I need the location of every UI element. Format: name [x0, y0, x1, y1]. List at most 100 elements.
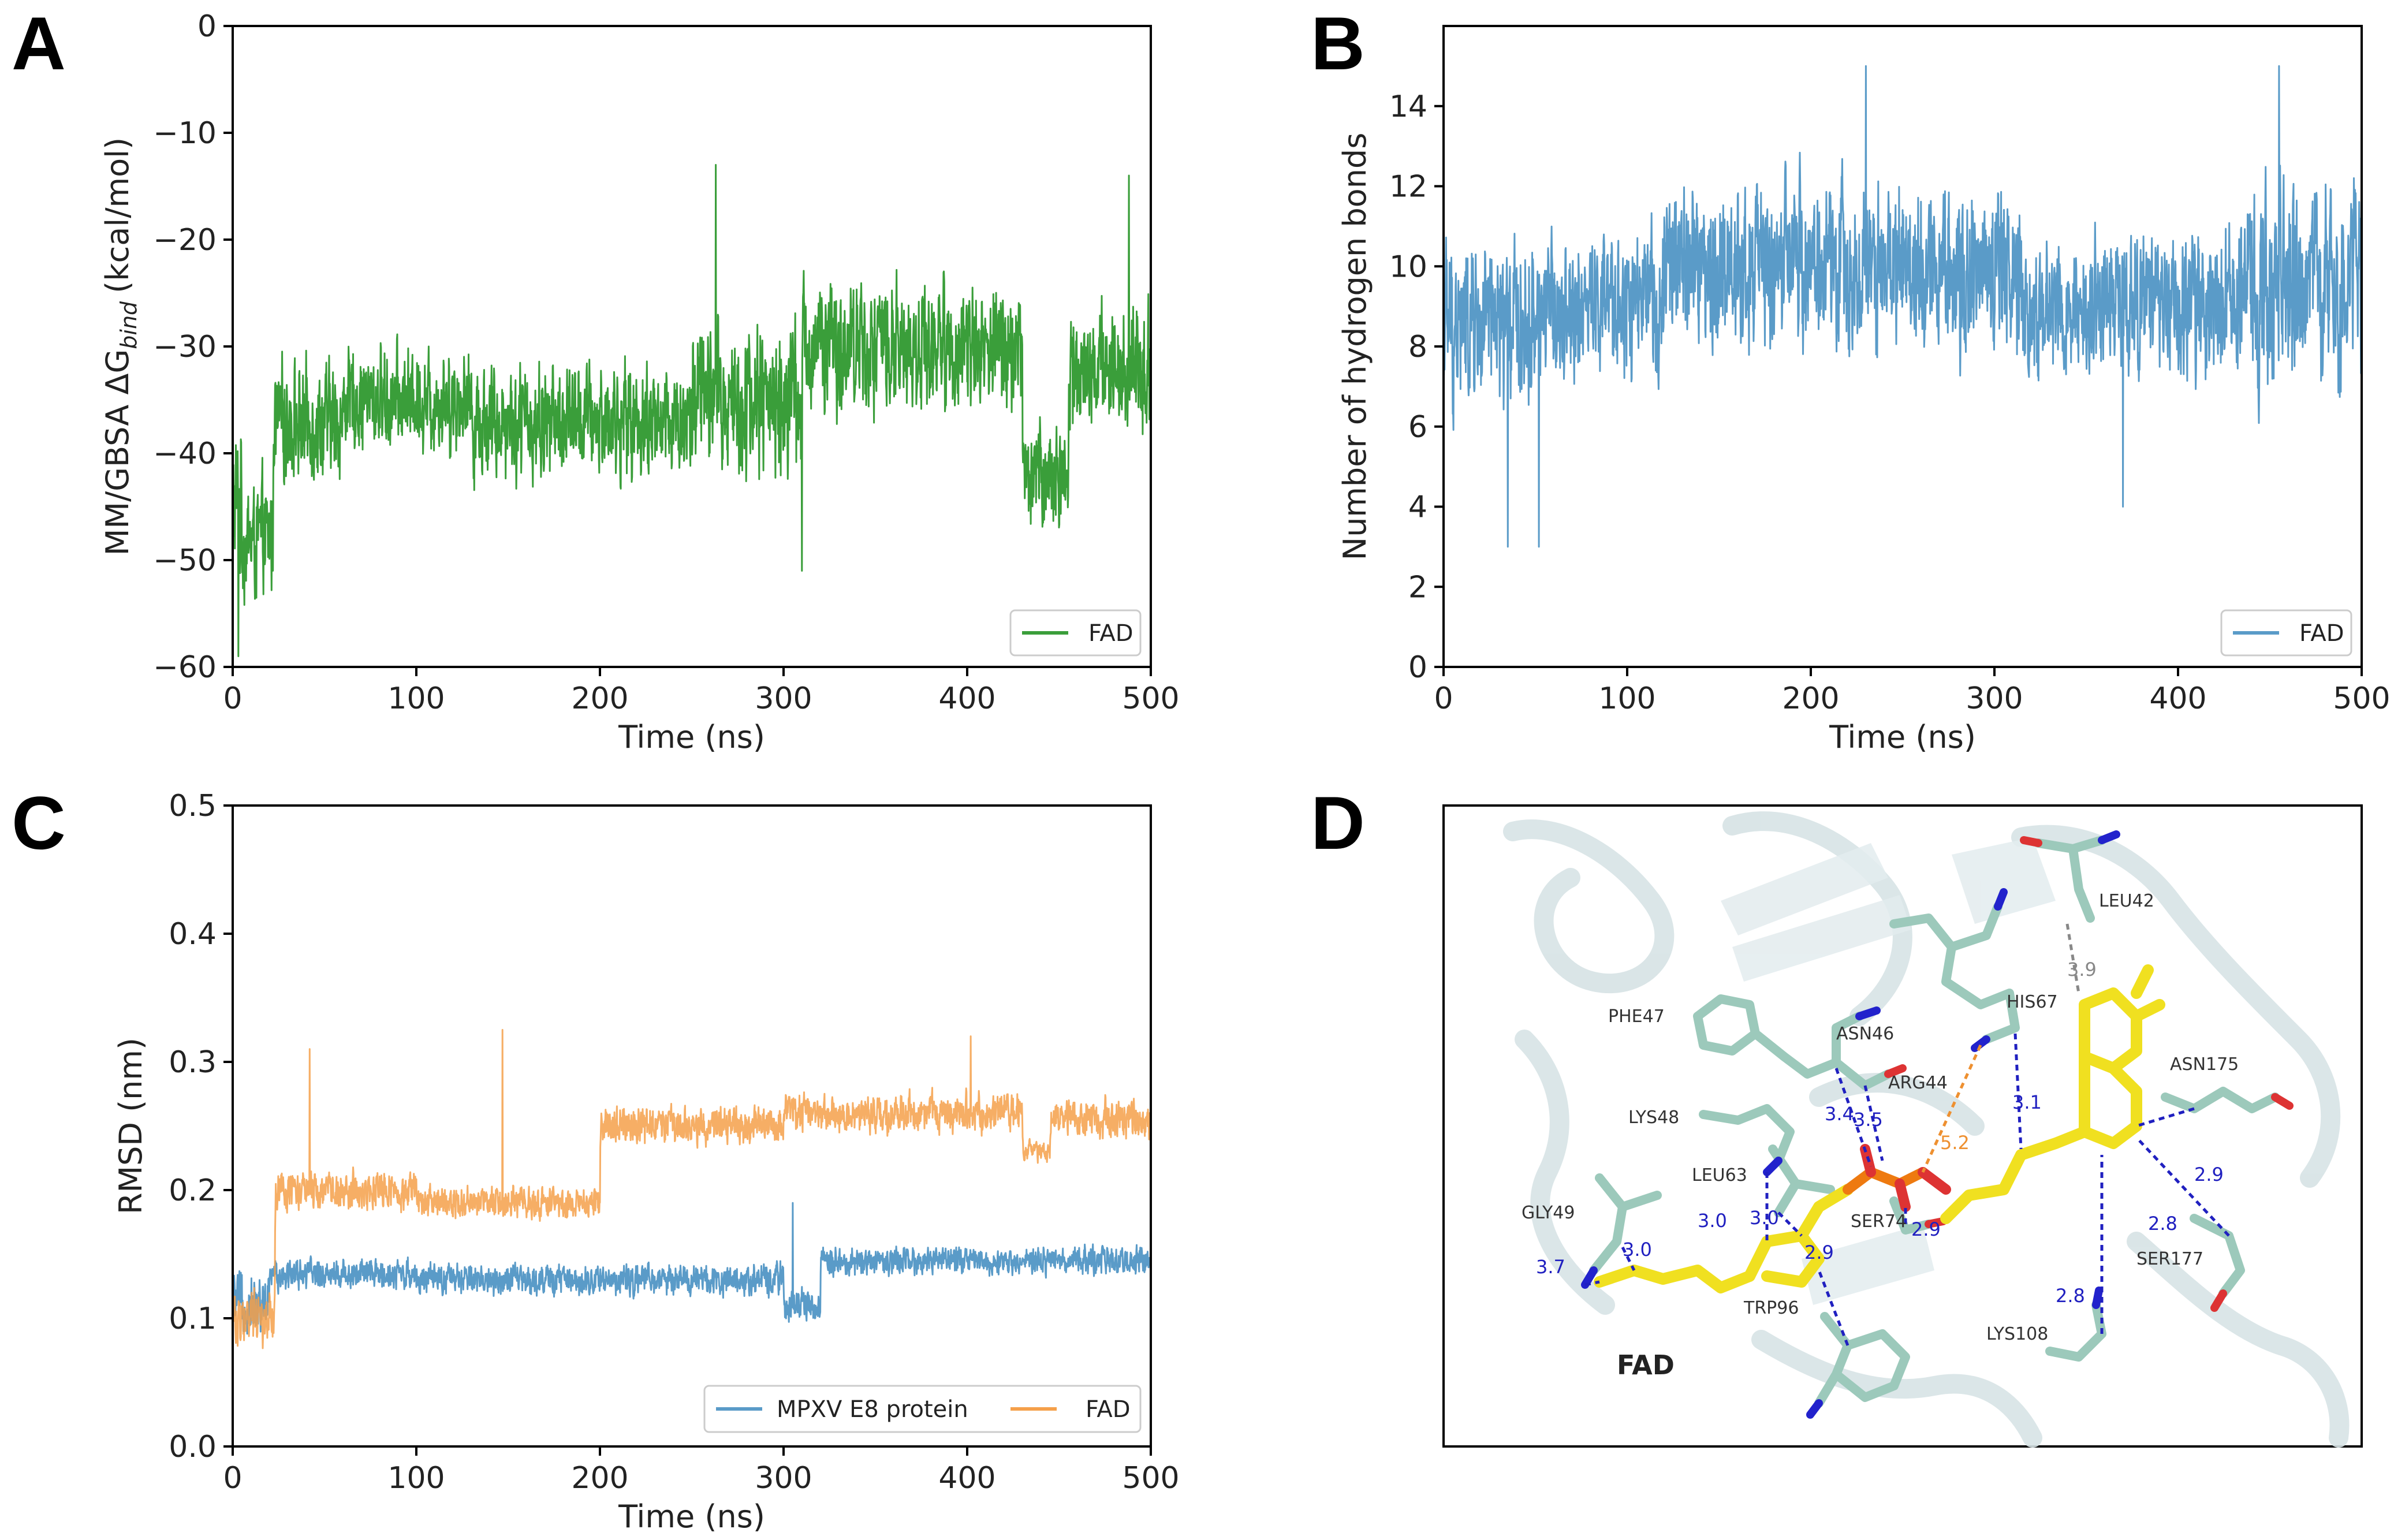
panel-d-structure: LEU42 PHE47 ASN46 HIS67 ARG44 ASN175 LYS… [1442, 804, 2363, 1448]
series-line-fad [232, 1029, 1152, 1349]
x-tick-label: 500 [2333, 681, 2390, 716]
y-tick-label: 0.1 [169, 1302, 217, 1336]
y-tick-label: 0.0 [169, 1430, 217, 1464]
distance-label-11: 2.8 [2148, 1213, 2177, 1235]
distance-label-13: 3.0 [1623, 1239, 1652, 1261]
chart-a-ylabel: MM/GBSA ΔGbind (kcal/mol) [99, 137, 141, 555]
residue-label-arg44: ARG44 [1888, 1073, 1948, 1093]
residue-label-lys108: LYS108 [1986, 1324, 2048, 1344]
chart-a: 0 100 200 300 400 500 0 −10 −20 −30 −40 −50 −60 Time… [99, 9, 1180, 755]
distance-label-4: 5.2 [1940, 1132, 1970, 1154]
x-tick-label: 300 [755, 681, 812, 716]
chart-a-legend-box [1009, 609, 1142, 657]
chart-b-legend: FAD [2220, 609, 2352, 657]
chart-c-xlabel: Time (ns) [618, 1498, 765, 1535]
fad-ligand [1594, 964, 2165, 1293]
residue-label-his67: HIS67 [2007, 992, 2058, 1012]
distance-label-10: 2.9 [1911, 1218, 1941, 1240]
heteroatoms [1581, 830, 2294, 1419]
residue-label-gly49: GLY49 [1522, 1203, 1575, 1223]
y-tick-label: 0 [1408, 650, 1427, 685]
chart-a-legend: FAD [1009, 609, 1142, 657]
distance-label-5: 3.1 [2012, 1091, 2042, 1113]
y-tick-label: 0.4 [169, 917, 217, 952]
residue-label-phe47: PHE47 [1608, 1006, 1665, 1027]
chart-c-legend: MPXV E8 protein FAD [703, 1385, 1142, 1433]
chart-b-legend-label: FAD [2299, 620, 2344, 647]
chart-c-legend-box [703, 1385, 1142, 1433]
y-tick-label: 0 [197, 9, 217, 44]
residue-label-trp96: TRP96 [1743, 1298, 1799, 1318]
hbonds [1584, 923, 2230, 1346]
chart-a-xlabel: Time (ns) [618, 719, 765, 755]
x-tick-label: 300 [755, 1461, 812, 1496]
chart-b-series-layer [1442, 65, 2363, 548]
residue-label-leu63: LEU63 [1692, 1165, 1747, 1185]
x-tick-label: 400 [938, 1461, 995, 1496]
distance-label-8: 3.0 [1750, 1207, 1779, 1229]
x-tick-label: 0 [223, 1461, 242, 1496]
x-tick-label: 400 [2149, 681, 2206, 716]
chart-a-ylabel-sub: bind [116, 301, 141, 349]
x-tick-label: 400 [938, 681, 995, 716]
chart-c-frame [232, 804, 1152, 1448]
distance-label-3: 3.5 [1854, 1109, 1883, 1131]
x-tick-label: 500 [1122, 1461, 1179, 1496]
protein-cartoon [1503, 811, 2350, 1448]
chart-b-ylabel: Number of hydrogen bonds [1337, 133, 1373, 561]
chart-a-ylabel-main: MM/GBSA ΔG [99, 349, 136, 556]
panel-letter-d: D [1311, 781, 1365, 865]
chart-c-series-layer [232, 1029, 1152, 1349]
y-tick-label: 12 [1389, 170, 1427, 204]
x-tick-label: 100 [1598, 681, 1655, 716]
chart-c-ylabel: RMSD (nm) [113, 1038, 149, 1214]
ligand-label: FAD [1617, 1349, 1675, 1381]
distance-label-6: 2.9 [2194, 1164, 2224, 1185]
chart-c-legend-label-protein: MPXV E8 protein [777, 1396, 968, 1423]
residue-label-lys48: LYS48 [1628, 1108, 1679, 1128]
panel-letter-a: A [12, 1, 66, 85]
residue-sticks [1589, 836, 2280, 1408]
y-tick-label: 8 [1408, 330, 1427, 364]
residue-label-leu42: LEU42 [2099, 891, 2154, 911]
x-tick-label: 300 [1966, 681, 2023, 716]
x-tick-label: 200 [571, 681, 628, 716]
series-line-fad [232, 164, 1152, 657]
residue-label-ser177: SER177 [2136, 1249, 2203, 1269]
x-tick-label: 500 [1122, 681, 1179, 716]
chart-a-series-layer [232, 164, 1152, 657]
y-tick-label: 0.3 [169, 1045, 217, 1080]
y-tick-label: 0.5 [169, 789, 217, 823]
y-tick-label: −50 [153, 543, 217, 578]
chart-c-ticks: 0 100 200 300 400 500 0.0 0.1 0.2 0.3 0.4 0.5 [169, 789, 1179, 1496]
chart-a-ylabel-unit: (kcal/mol) [99, 137, 136, 293]
residue-label-asn175: ASN175 [2170, 1054, 2239, 1075]
series-line-fad [1442, 65, 2363, 548]
x-tick-label: 200 [1782, 681, 1839, 716]
y-tick-label: −60 [153, 650, 217, 685]
y-tick-label: −20 [153, 223, 217, 258]
residue-label-ser74: SER74 [1851, 1211, 1907, 1232]
y-tick-label: 10 [1389, 249, 1427, 284]
distance-label-12: 3.7 [1536, 1256, 1565, 1278]
y-tick-label: 4 [1408, 490, 1427, 525]
x-tick-label: 100 [387, 681, 445, 716]
distance-label-7: 3.0 [1698, 1210, 1727, 1232]
chart-a-legend-label: FAD [1088, 620, 1133, 647]
chart-a-ticks: 0 100 200 300 400 500 0 −10 −20 −30 −40 −50 −60 [153, 9, 1179, 716]
distance-label-9: 2.9 [1804, 1241, 1834, 1263]
chart-c: 0 100 200 300 400 500 0.0 0.1 0.2 0.3 0.4 0.5 Time … [113, 789, 1180, 1535]
x-tick-label: 200 [571, 1461, 628, 1496]
y-tick-label: −40 [153, 437, 217, 471]
chart-b-ticks: 0 100 200 300 400 500 0 2 4 6 8 10 12 14 [1389, 90, 2391, 716]
y-tick-label: −30 [153, 330, 217, 364]
panel-letter-c: C [12, 781, 66, 865]
y-tick-label: 14 [1389, 90, 1427, 124]
chart-b-xlabel: Time (ns) [1829, 719, 1976, 755]
x-tick-label: 100 [387, 1461, 445, 1496]
distance-label-14: 2.8 [2056, 1285, 2085, 1307]
chart-c-legend-label-fad: FAD [1086, 1396, 1131, 1423]
panel-letter-b: B [1311, 1, 1365, 85]
residue-label-asn46: ASN46 [1836, 1024, 1894, 1044]
